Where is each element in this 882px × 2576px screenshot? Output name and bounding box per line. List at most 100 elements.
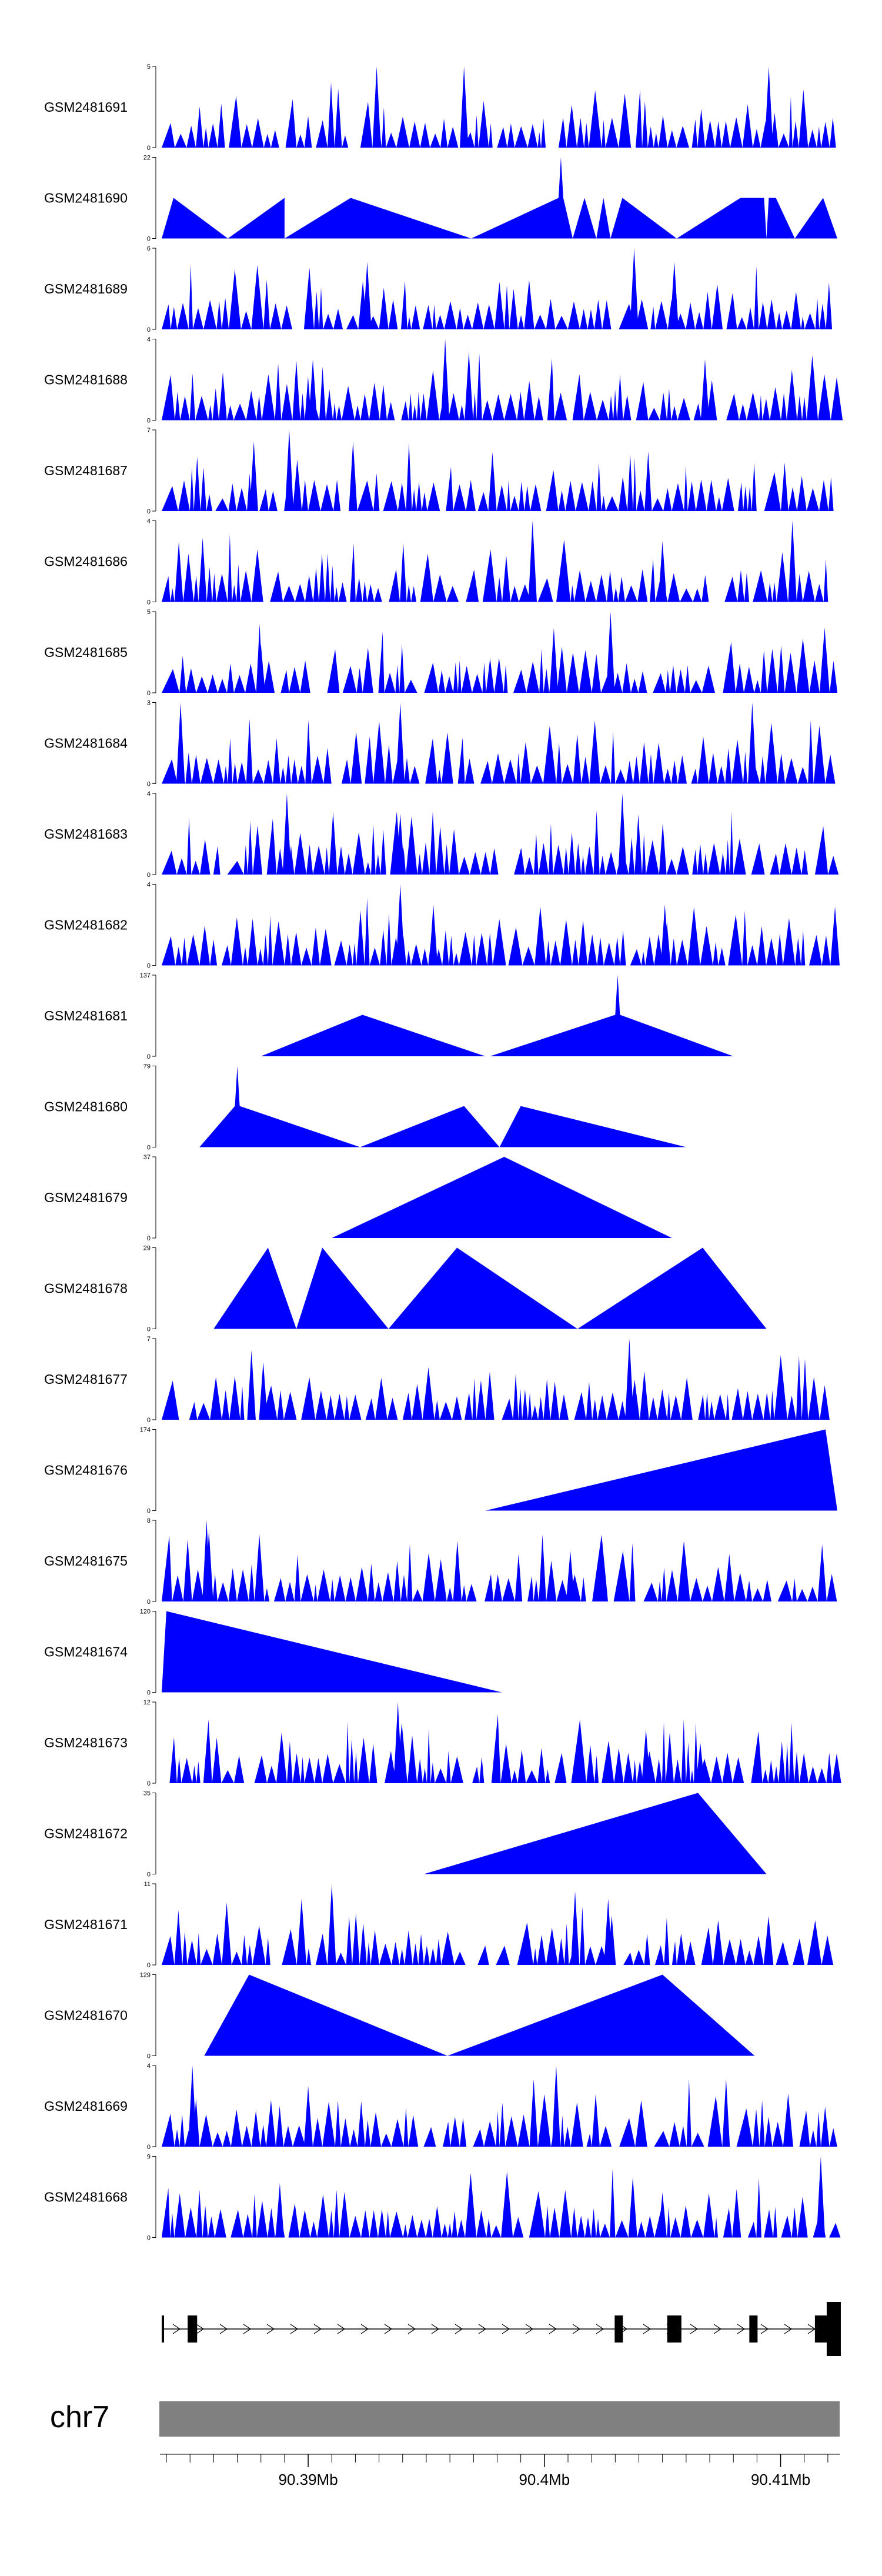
coverage-peak bbox=[700, 359, 710, 421]
gene-exon bbox=[749, 2315, 758, 2343]
y-max-label: 137 bbox=[140, 972, 151, 979]
y-max-label: 129 bbox=[140, 1972, 151, 1979]
y-min-label: 0 bbox=[147, 1780, 151, 1787]
y-min-label: 0 bbox=[147, 326, 151, 333]
coverage-tracks: GSM248169150GSM2481690220GSM248168960GSM… bbox=[44, 64, 843, 2242]
y-min-label: 0 bbox=[147, 236, 151, 243]
track-sample-label: GSM2481677 bbox=[44, 1372, 128, 1387]
coverage-peak bbox=[205, 1530, 213, 1601]
strand-arrow bbox=[502, 2324, 510, 2334]
coverage-peak bbox=[788, 520, 797, 602]
track-sample-label: GSM2481691 bbox=[44, 99, 128, 115]
y-min-label: 0 bbox=[147, 1053, 151, 1060]
coverage-area bbox=[162, 1355, 840, 1420]
coverage-area bbox=[162, 1611, 502, 1693]
y-max-label: 7 bbox=[147, 427, 151, 434]
coverage-peak bbox=[606, 612, 615, 693]
gene-exon bbox=[188, 2315, 198, 2343]
y-max-label: 6 bbox=[147, 245, 151, 252]
coverage-area bbox=[213, 1247, 767, 1329]
y-min-label: 0 bbox=[147, 1962, 151, 1969]
coverage-peak bbox=[256, 644, 265, 693]
coverage-peak bbox=[188, 2066, 197, 2147]
coverage-peak bbox=[396, 702, 405, 784]
x-tick-label: 90.41Mb bbox=[751, 2471, 810, 2488]
coverage-area bbox=[162, 1534, 840, 1601]
coverage-peak bbox=[642, 1729, 650, 1783]
track-gsm2481685: GSM2481685 5 0 bbox=[44, 609, 840, 697]
y-max-label: 11 bbox=[144, 1881, 151, 1888]
y-max-label: 4 bbox=[147, 336, 151, 343]
y-min-label: 0 bbox=[147, 508, 151, 515]
coverage-peak bbox=[816, 2156, 826, 2238]
coverage-peak bbox=[696, 1743, 705, 1783]
y-min-label: 0 bbox=[147, 1144, 151, 1152]
coverage-peak bbox=[764, 66, 773, 148]
strand-arrow bbox=[407, 2324, 416, 2334]
y-max-label: 4 bbox=[147, 882, 151, 889]
coverage-area bbox=[162, 2168, 841, 2238]
track-gsm2481684: GSM2481684 3 0 bbox=[44, 700, 840, 788]
y-max-label: 29 bbox=[143, 1245, 151, 1252]
gene-exon bbox=[667, 2315, 681, 2343]
coverage-peak bbox=[393, 1702, 402, 1783]
coverage-area bbox=[162, 82, 840, 148]
y-max-label: 7 bbox=[147, 1336, 151, 1343]
coverage-area bbox=[332, 1157, 672, 1238]
strand-arrow bbox=[360, 2324, 369, 2334]
coverage-area bbox=[162, 1714, 841, 1783]
strand-arrow bbox=[713, 2324, 722, 2334]
strand-arrow bbox=[572, 2324, 581, 2334]
track-sample-label: GSM2481674 bbox=[44, 1644, 128, 1660]
track-sample-label: GSM2481688 bbox=[44, 372, 128, 388]
coverage-peak bbox=[308, 359, 318, 421]
y-max-label: 37 bbox=[143, 1154, 151, 1161]
y-max-label: 120 bbox=[140, 1609, 151, 1616]
track-sample-label: GSM2481682 bbox=[44, 917, 128, 933]
y-min-label: 0 bbox=[147, 418, 151, 425]
coverage-peak bbox=[363, 262, 372, 329]
coverage-peak bbox=[328, 1884, 336, 1965]
track-gsm2481688: GSM2481688 4 0 bbox=[44, 336, 843, 425]
coverage-peak bbox=[660, 905, 669, 966]
y-min-label: 0 bbox=[147, 1326, 151, 1333]
strand-arrow bbox=[384, 2324, 393, 2334]
track-sample-label: GSM2481670 bbox=[44, 2008, 128, 2023]
track-gsm2481690: GSM2481690 22 0 bbox=[44, 155, 837, 243]
coverage-peak bbox=[670, 262, 679, 329]
strand-arrow bbox=[596, 2324, 604, 2334]
chromosome-ideogram-track: chr7 bbox=[50, 2400, 840, 2437]
strand-arrow bbox=[219, 2324, 228, 2334]
strand-arrow bbox=[337, 2324, 346, 2334]
track-sample-label: GSM2481671 bbox=[44, 1917, 128, 1932]
strand-arrow bbox=[643, 2324, 652, 2334]
coverage-peak bbox=[176, 702, 185, 784]
track-gsm2481679: GSM2481679 37 0 bbox=[44, 1154, 672, 1242]
coverage-peak bbox=[625, 1339, 634, 1420]
x-tick-label: 90.4Mb bbox=[519, 2471, 570, 2488]
gene-exon bbox=[614, 2315, 623, 2343]
track-gsm2481675: GSM2481675 8 0 bbox=[44, 1517, 840, 1606]
gene-exon bbox=[814, 2315, 829, 2343]
y-max-label: 9 bbox=[147, 2154, 151, 2161]
strand-arrow bbox=[549, 2324, 557, 2334]
coverage-area bbox=[162, 1898, 840, 1965]
track-gsm2481691: GSM2481691 5 0 bbox=[44, 64, 840, 152]
track-gsm2481689: GSM2481689 6 0 bbox=[44, 245, 840, 333]
coverage-peak bbox=[303, 2086, 313, 2147]
track-gsm2481683: GSM2481683 4 0 bbox=[44, 790, 840, 879]
coverage-area bbox=[199, 1066, 686, 1147]
genomic-axis: 90.39Mb 90.4Mb 90.41Mb bbox=[160, 2454, 840, 2488]
strand-arrow bbox=[290, 2324, 299, 2334]
track-sample-label: GSM2481679 bbox=[44, 1190, 128, 1205]
strand-arrow bbox=[243, 2324, 252, 2334]
y-min-label: 0 bbox=[147, 2053, 151, 2060]
y-min-label: 0 bbox=[147, 2235, 151, 2242]
coverage-peak bbox=[429, 905, 438, 966]
track-sample-label: GSM2481673 bbox=[44, 1735, 128, 1750]
track-gsm2481668: GSM2481668 9 0 bbox=[44, 2154, 841, 2242]
gene-exon bbox=[826, 2302, 841, 2356]
coverage-area bbox=[162, 534, 840, 602]
y-max-label: 5 bbox=[147, 609, 151, 616]
